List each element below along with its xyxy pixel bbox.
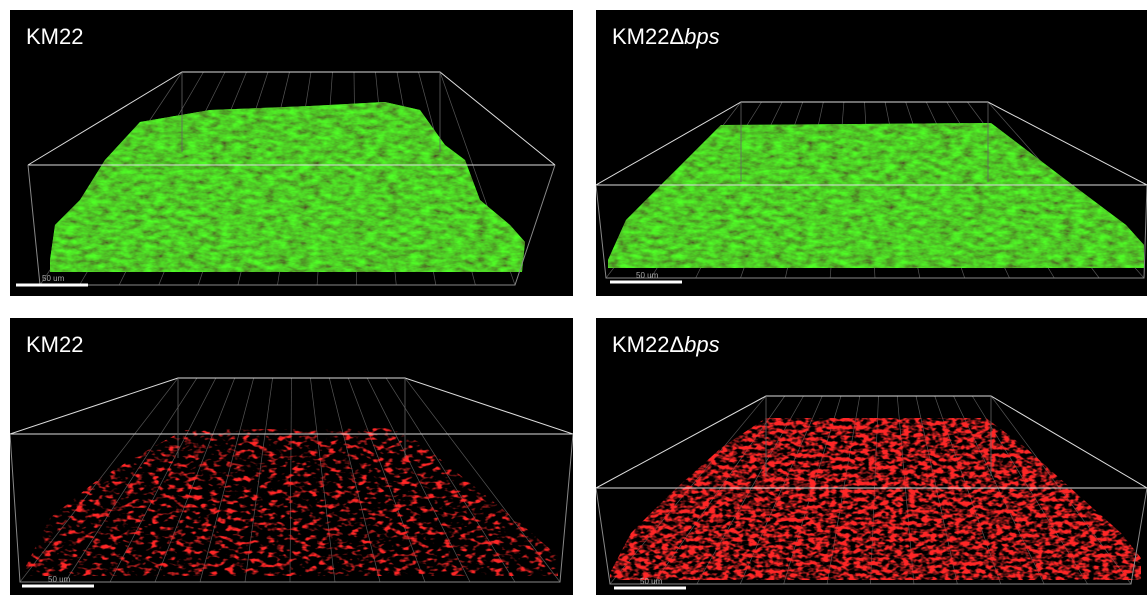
biofilm <box>50 102 525 272</box>
label-italic: bps <box>684 24 719 49</box>
label-prefix: KM22Δ <box>612 24 684 49</box>
scale-bar-label: 50 um <box>42 274 65 283</box>
biofilm <box>25 428 558 576</box>
panel: 50 um KM22 <box>10 318 573 595</box>
panel: 50 um KM22Δbps <box>596 10 1147 296</box>
biofilm <box>610 418 1141 580</box>
panel: 50 um KM22 <box>10 10 573 296</box>
figure: 50 um KM22 50 um KM22Δbps 50 um KM22 50 … <box>0 0 1147 595</box>
panel-label: KM22Δbps <box>612 24 720 50</box>
panel-label: KM22 <box>26 24 83 50</box>
label-italic: bps <box>684 332 719 357</box>
panel-label: KM22Δbps <box>612 332 720 358</box>
panel-label: KM22 <box>26 332 83 358</box>
scale-bar-label: 50 um <box>48 575 71 584</box>
render: 50 um <box>596 318 1147 595</box>
panel: 50 um KM22Δbps <box>596 318 1147 595</box>
scale-bar-label: 50 um <box>640 577 663 586</box>
label-prefix: KM22Δ <box>612 332 684 357</box>
biofilm <box>608 123 1144 268</box>
render: 50 um <box>10 10 573 296</box>
render: 50 um <box>596 10 1147 296</box>
scale-bar-label: 50 um <box>636 271 659 280</box>
render: 50 um <box>10 318 573 595</box>
